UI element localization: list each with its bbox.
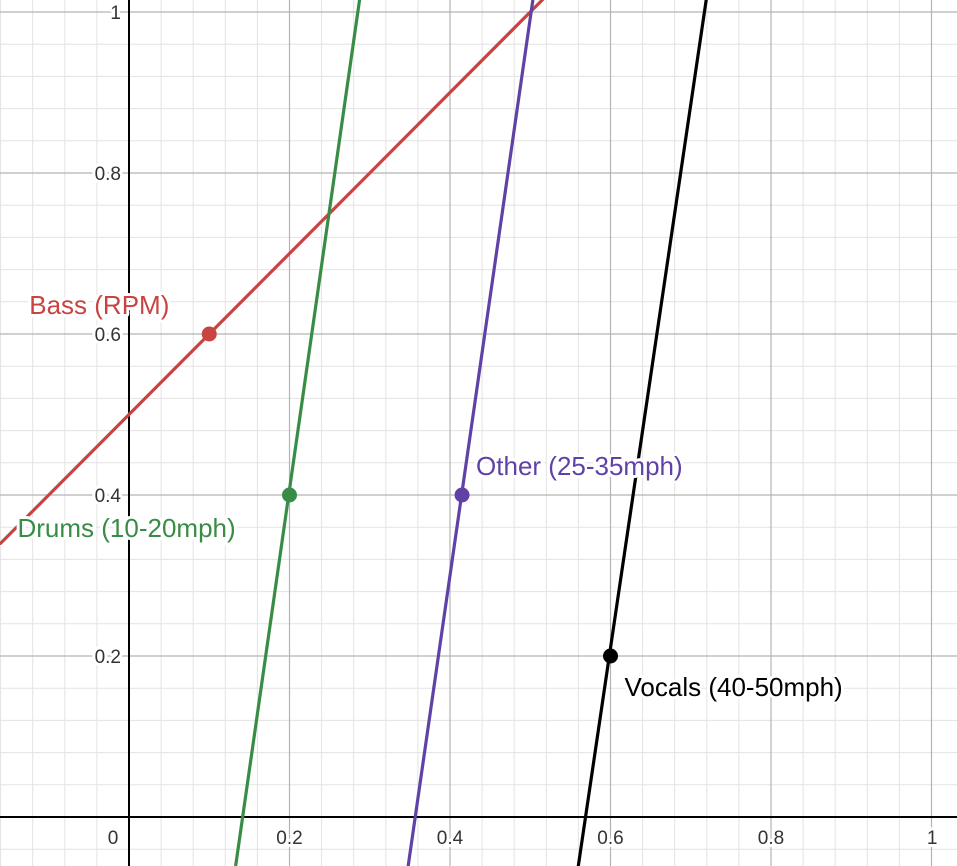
x-tick-label: 0.6 bbox=[597, 828, 623, 849]
series-line bbox=[234, 0, 362, 866]
series-lines bbox=[0, 0, 708, 866]
series-points bbox=[201, 326, 618, 664]
series-labels: Bass (RPM) Drums (10-20mph) Other (25-35mp… bbox=[15, 287, 846, 705]
y-tick-label: 0.8 bbox=[95, 164, 121, 185]
series-line bbox=[576, 0, 708, 866]
series-label: Vocals (40-50mph) bbox=[625, 672, 843, 702]
series-point bbox=[282, 487, 297, 503]
tick-labels: 0 0.2 0.4 0.6 0.8 1 0.2 0.4 0.6 0.8 1 bbox=[92, 0, 941, 852]
series-label: Drums (10-20mph) bbox=[18, 513, 236, 543]
y-tick-label: 1 bbox=[110, 3, 121, 24]
x-tick-label: 0.4 bbox=[437, 828, 464, 849]
y-tick-label: 0.6 bbox=[95, 325, 121, 346]
x-tick-label: 0.2 bbox=[276, 828, 302, 849]
series-label: Other (25-35mph) bbox=[476, 451, 683, 481]
series-point bbox=[603, 648, 618, 664]
x-tick-label: 0 bbox=[108, 828, 119, 849]
y-tick-label: 0.2 bbox=[95, 647, 121, 668]
y-tick-label: 0.4 bbox=[95, 486, 122, 507]
series-point bbox=[454, 487, 470, 503]
series-line bbox=[406, 0, 535, 866]
series-line bbox=[0, 0, 545, 545]
series-label: Bass (RPM) bbox=[29, 290, 169, 320]
series-point bbox=[201, 326, 217, 342]
x-tick-label: 1 bbox=[927, 828, 938, 849]
x-tick-label: 0.8 bbox=[758, 828, 784, 849]
